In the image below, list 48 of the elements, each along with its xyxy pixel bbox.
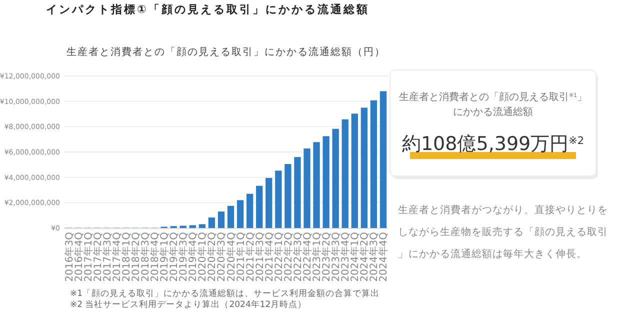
x-tick-label: 2022年4Q (302, 232, 314, 282)
x-tick-label: 2021年3Q (254, 232, 266, 282)
x-tick-label: 2020年4Q (225, 232, 238, 282)
bar (304, 148, 310, 228)
bar (370, 100, 378, 228)
bar (380, 91, 387, 228)
x-tick-label: 2024年4Q (378, 232, 390, 282)
text: 生産者と消費者がつながり、直接やりとりをしながら生産物を販売する「顔の見える取引」にかかる流通総額は毎年大きく伸長。 (398, 204, 608, 260)
text: ※2 当社サービス利用データより算出（2024年12月時点） (70, 299, 307, 310)
bar (351, 114, 358, 228)
x-tick-label: 2017年3Q (101, 232, 114, 282)
bar (198, 224, 206, 228)
bar (189, 225, 196, 228)
bar (266, 178, 272, 228)
x-tick-label: 2020年3Q (216, 232, 228, 282)
x-tick-label: 2018年2Q (130, 232, 142, 282)
x-tick-label: 2021年2Q (244, 232, 256, 282)
x-tick-label: 2022年1Q (272, 232, 285, 282)
x-tick-label: 2021年4Q (263, 232, 276, 282)
bar (294, 157, 301, 228)
text: ※1「顔の見える取引」にかかる流通総額は、サービス利用金額の合算で算出 (70, 288, 380, 299)
bar (313, 142, 320, 228)
bar (275, 170, 282, 228)
x-tick-label: 2022年3Q (292, 232, 304, 282)
bar (342, 119, 348, 228)
chart-title: 生産者と消費者との「顔の見える取引$^{※1}$」にかかる流通総額 (398, 92, 588, 118)
bar (236, 200, 244, 228)
bar (227, 206, 234, 228)
chart-title: 生産者と消費者との「顔の見える取引」にかかる流通総額（円） (66, 46, 386, 58)
x-tick-label: 2017年1Q (82, 232, 94, 282)
bar (218, 212, 225, 228)
x-tick-label: 2018年1Q (120, 232, 132, 282)
bar (246, 194, 254, 228)
bar (284, 164, 292, 228)
bar (360, 108, 368, 228)
x-tick-label: 2017年4Q (110, 232, 123, 282)
text: 約108億5,399万円$^{※2}$ (402, 133, 584, 155)
x-tick-label: 2022年2Q (282, 232, 294, 282)
bar (208, 217, 216, 228)
x-tick-label: 2021年1Q (234, 232, 247, 282)
bar (332, 128, 339, 228)
bar (256, 186, 263, 228)
x-tick-label: 2016年3Q (63, 232, 76, 282)
bar (322, 136, 330, 228)
x-tick-label: 2017年2Q (92, 232, 104, 282)
x-tick-label: 2016年4Q (72, 232, 85, 282)
x-tick-label: 2018年3Q (140, 232, 152, 282)
text: インパクト指標①「顔の見える取引」にかかる流通総額 (46, 3, 370, 16)
